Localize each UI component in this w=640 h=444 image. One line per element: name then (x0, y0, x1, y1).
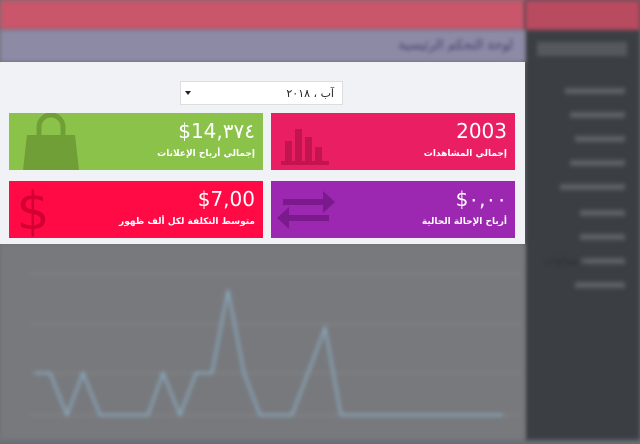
card-label: أرباح الإحالة الحالية (421, 217, 507, 227)
month-select[interactable]: آب ، ٢٠١٨ (180, 81, 343, 105)
card-value: $7,00 (197, 187, 255, 211)
card-referral: $٠,٠٠ أرباح الإحالة الحالية (271, 181, 515, 238)
sub-header: لوحة التحكم الرئيسية (0, 30, 525, 62)
bag-icon (23, 113, 79, 170)
dollar-icon: $ (16, 182, 49, 238)
exchange-icon (277, 191, 335, 229)
card-label: متوسط التكلفة لكل ألف ظهور (119, 217, 255, 227)
panel-title: إحصائيات (545, 256, 584, 267)
month-select-text: آب ، ٢٠١٨ (286, 87, 334, 100)
card-label: إجمالي المشاهدات (423, 149, 507, 159)
bars-icon (281, 129, 329, 165)
card-value: $14,٣٧٤ (178, 119, 255, 143)
brand (525, 0, 640, 30)
card-ad-revenue: $14,٣٧٤ إجمالي أرباح الإعلانات (9, 113, 263, 170)
top-bar (0, 0, 525, 30)
card-value: $٠,٠٠ (455, 187, 507, 211)
card-cpm: $ $7,00 متوسط التكلفة لكل ألف ظهور (9, 181, 263, 238)
chart-bg (30, 273, 520, 418)
chart-panel (0, 244, 525, 440)
svg-text:$: $ (16, 182, 49, 238)
page-title: لوحة التحكم الرئيسية (398, 38, 513, 53)
card-value: 2003 (456, 119, 507, 143)
card-label: إجمالي أرباح الإعلانات (157, 149, 255, 159)
card-views: 2003 إجمالي المشاهدات (271, 113, 515, 170)
sidebar (525, 0, 640, 440)
